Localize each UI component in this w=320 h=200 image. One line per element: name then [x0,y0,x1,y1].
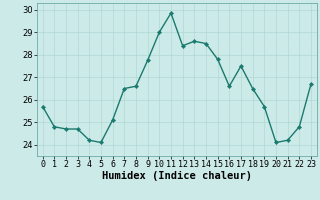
X-axis label: Humidex (Indice chaleur): Humidex (Indice chaleur) [102,171,252,181]
